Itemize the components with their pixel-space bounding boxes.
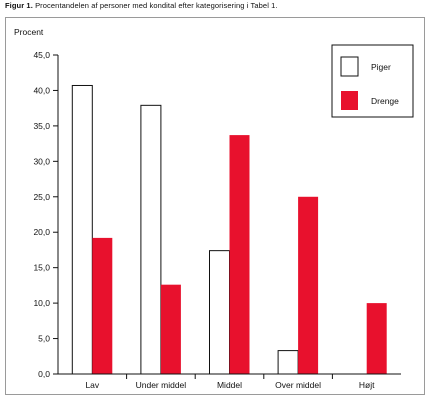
y-tick-label: 40,0 <box>33 85 50 95</box>
chart-frame <box>5 17 425 395</box>
y-tick-label: 10,0 <box>33 298 50 308</box>
bar-piger-lav <box>71 84 93 375</box>
legend: Piger Drenge <box>331 44 414 118</box>
y-axis-ticks: 0,0 5,0 10,0 15,0 20,0 25,0 30,0 35,0 40,0 45,0 <box>33 50 58 379</box>
x-tick-label: Over middel <box>275 380 321 390</box>
bar-drenge-hoejt <box>366 303 387 374</box>
legend-label-piger: Piger <box>371 62 391 72</box>
y-tick-label: 45,0 <box>33 50 50 60</box>
y-tick-label: 15,0 <box>33 263 50 273</box>
x-axis-ticks: Lav Under middel Middel Over middel Højt <box>85 374 375 390</box>
y-tick-label: 5,0 <box>38 334 50 344</box>
x-tick-label: Lav <box>85 380 99 390</box>
figure-caption-text: Procentandelen af personer med kondital … <box>35 1 278 10</box>
x-tick-label: Under middel <box>136 380 187 390</box>
bar-drenge-lav <box>92 237 113 374</box>
legend-swatch-piger <box>340 56 359 77</box>
y-tick-label: 30,0 <box>33 156 50 166</box>
y-tick-label: 20,0 <box>33 227 50 237</box>
y-tick-label: 0,0 <box>38 369 50 379</box>
y-tick-label: 25,0 <box>33 192 50 202</box>
y-axis-label: Procent <box>14 27 44 37</box>
bar-piger-over-middel <box>277 350 299 375</box>
figure-label: Figur 1. <box>5 1 33 10</box>
bar-drenge-under-middel <box>160 284 181 374</box>
bar-piger-middel <box>209 250 230 375</box>
x-tick-label: Højt <box>359 380 375 390</box>
bar-piger-under-middel <box>140 104 162 375</box>
x-tick-label: Middel <box>217 380 242 390</box>
legend-swatch-drenge <box>341 91 358 110</box>
y-tick-label: 35,0 <box>33 121 50 131</box>
bars <box>71 84 387 375</box>
legend-label-drenge: Drenge <box>371 96 399 106</box>
figure-caption: Figur 1. Procentandelen af personer med … <box>5 1 278 10</box>
bar-drenge-over-middel <box>298 196 319 374</box>
bar-drenge-middel <box>229 135 250 374</box>
